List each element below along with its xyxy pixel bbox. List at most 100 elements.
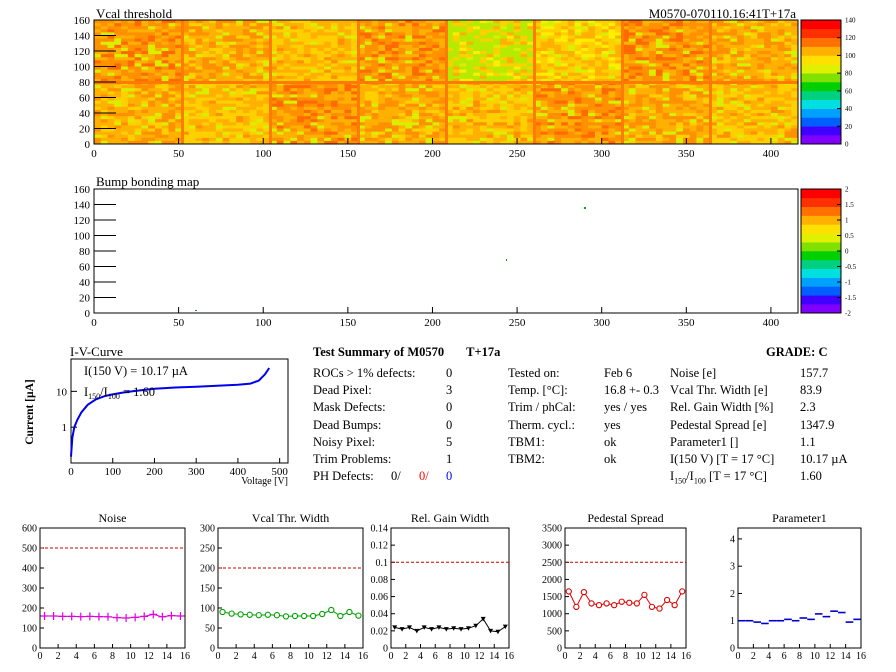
heatmap-cell	[594, 41, 603, 46]
heatmap-cell	[378, 137, 386, 142]
heatmap-cell	[242, 57, 251, 61]
heatmap-cell	[500, 78, 508, 83]
bump-frame	[93, 188, 799, 314]
heatmap-cell	[527, 116, 535, 120]
heatmap-cell	[222, 100, 230, 105]
heatmap-cell	[737, 69, 745, 74]
heatmap-cell	[655, 35, 664, 39]
heatmap-cell	[669, 85, 677, 89]
heatmap-cell	[710, 125, 718, 129]
heatmap-cell	[432, 63, 440, 67]
heatmap-cell	[446, 109, 454, 114]
heatmap-cell	[249, 100, 257, 105]
heatmap-cell	[148, 60, 156, 64]
heatmap-cell	[188, 44, 196, 49]
heatmap-cell	[324, 119, 332, 123]
heatmap-cell	[351, 35, 359, 39]
heatmap-cell	[405, 125, 413, 129]
heatmap-cell	[310, 122, 318, 126]
heatmap-cell	[676, 94, 684, 98]
heatmap-cell	[615, 60, 623, 64]
heatmap-cell	[459, 20, 467, 24]
heatmap-cell	[276, 125, 284, 129]
heatmap-cell	[791, 35, 799, 39]
heatmap-cell	[764, 119, 772, 123]
heatmap-cell	[581, 134, 589, 139]
heatmap-cell	[270, 69, 278, 74]
heatmap-cell	[554, 20, 562, 24]
heatmap-cell	[202, 109, 210, 114]
heatmap-cell	[764, 41, 772, 46]
heatmap-cell	[730, 85, 738, 89]
heatmap-cell	[100, 125, 108, 129]
heatmap-cell	[405, 75, 413, 80]
heatmap-cell	[655, 94, 664, 98]
heatmap-cell	[574, 35, 582, 39]
heatmap-cell	[730, 69, 738, 74]
heatmap-cell	[209, 109, 217, 114]
heatmap-cell	[588, 44, 596, 49]
heatmap-cell	[337, 54, 345, 58]
heatmap-cell	[148, 47, 156, 52]
heatmap-cell	[283, 72, 291, 77]
heatmap-cell	[784, 20, 792, 24]
heatmap-cell	[676, 109, 684, 114]
heatmap-cell	[364, 125, 372, 129]
heatmap-cell	[188, 26, 196, 30]
heatmap-cell	[161, 20, 169, 24]
heatmap-cell	[121, 20, 129, 24]
heatmap-cell	[520, 60, 528, 64]
heatmap-cell	[730, 119, 738, 123]
heatmap-cell	[588, 29, 596, 33]
heatmap-cell	[283, 47, 291, 52]
heatmap-cell	[378, 119, 386, 123]
heatmap-cell	[513, 116, 521, 120]
heatmap-cell	[412, 75, 420, 80]
heatmap-cell	[473, 122, 481, 126]
heatmap-cell	[371, 100, 379, 105]
heatmap-cell	[351, 54, 359, 58]
heatmap-cell	[188, 23, 196, 27]
heatmap-cell	[500, 94, 508, 98]
heatmap-cell	[175, 113, 183, 117]
heatmap-cell	[574, 72, 582, 77]
heatmap-cell	[527, 29, 535, 33]
heatmap-cell	[148, 128, 156, 132]
heatmap-cell	[574, 103, 582, 108]
heatmap-cell	[581, 20, 589, 24]
heatmap-cell	[689, 69, 697, 74]
heatmap-cell	[297, 113, 305, 117]
heatmap-cell	[486, 125, 494, 129]
heatmap-cell	[195, 131, 203, 136]
heatmap-cell	[574, 26, 582, 30]
heatmap-cell	[127, 51, 136, 55]
heatmap-cell	[777, 41, 785, 46]
heatmap-cell	[506, 35, 515, 39]
heatmap-cell	[107, 128, 115, 132]
heatmap-cell	[757, 125, 765, 129]
heatmap-cell	[398, 29, 406, 33]
heatmap-cell	[588, 60, 596, 64]
heatmap-cell	[622, 128, 630, 132]
heatmap-cell	[371, 122, 379, 126]
heatmap-cell	[297, 91, 305, 95]
heatmap-cell	[100, 109, 108, 114]
heatmap-cell	[500, 109, 508, 114]
heatmap-cell	[710, 78, 718, 83]
heatmap-cell	[594, 51, 603, 55]
heatmap-cell	[432, 97, 440, 101]
heatmap-cell	[303, 106, 312, 111]
heatmap-cell	[283, 113, 291, 117]
heatmap-cell	[148, 26, 156, 30]
heatmap-cell	[263, 60, 271, 64]
heatmap-cell	[588, 119, 596, 123]
heatmap-cell	[358, 134, 366, 139]
heatmap-cell	[351, 41, 359, 46]
heatmap-cell	[405, 137, 413, 142]
heatmap-cell	[710, 32, 718, 36]
heatmap-cell	[479, 78, 488, 83]
heatmap-cell	[154, 60, 163, 64]
heatmap-cell	[608, 63, 616, 67]
heatmap-cell	[283, 116, 291, 120]
heatmap-cell	[676, 140, 684, 145]
